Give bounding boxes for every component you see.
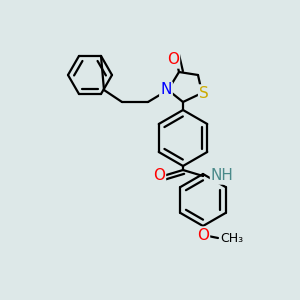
Text: CH₃: CH₃ — [220, 232, 243, 244]
Text: N: N — [160, 82, 172, 98]
Text: O: O — [197, 227, 209, 242]
Text: NH: NH — [211, 169, 234, 184]
Text: O: O — [153, 169, 165, 184]
Text: O: O — [167, 52, 179, 68]
Text: S: S — [199, 85, 209, 100]
